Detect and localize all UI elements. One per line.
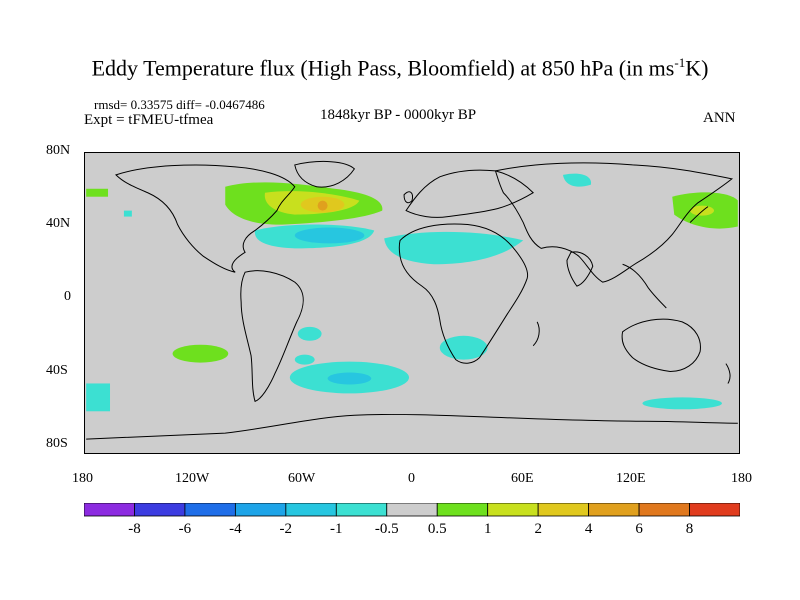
north-america-coast — [115, 164, 296, 273]
southeast-asia-coast — [622, 263, 667, 309]
colorbar-swatch — [335, 503, 388, 517]
colorbar-label: -4 — [229, 521, 242, 537]
coastlines — [86, 160, 738, 440]
anomaly-patches — [86, 173, 738, 412]
colorbar-swatch — [84, 503, 135, 517]
colorbar-label: 1 — [483, 521, 492, 537]
colorbar-label: 6 — [635, 521, 643, 537]
pacific-positive-core — [690, 205, 714, 216]
south-indian-negative-patch — [642, 397, 722, 410]
x-tick-label: 180 — [731, 471, 752, 486]
colorbar-label: 2 — [534, 521, 542, 537]
west-edge-positive-patch — [86, 188, 109, 197]
africa-coast — [398, 223, 529, 364]
rmsd-stats: rmsd= 0.33575 diff= -0.0467486 — [94, 97, 265, 112]
sahara-negative-patch — [384, 231, 524, 265]
x-tick-label: 120E — [616, 471, 646, 486]
colorbar — [84, 503, 740, 517]
south-pacific-small-negative — [297, 326, 322, 341]
season-label: ANN — [703, 110, 736, 126]
colorbar-swatch — [588, 503, 640, 517]
y-tick-label: 0 — [64, 289, 71, 304]
colorbar-swatch — [285, 503, 337, 517]
colorbar-label: -0.5 — [374, 521, 399, 537]
australia-coast — [621, 318, 701, 373]
colorbar-swatch — [386, 503, 438, 517]
colorbar-label: -6 — [178, 521, 192, 537]
india-coast — [566, 251, 594, 287]
south-america-coast — [240, 270, 304, 402]
x-tick-label: 120W — [175, 471, 210, 486]
europe-coast — [405, 169, 534, 218]
colorbar-swatch — [537, 503, 590, 517]
asia-negative-patch — [562, 173, 592, 187]
period-label: 1848kyr BP - 0000kyr BP — [320, 107, 477, 123]
x-tick-label: 180 — [72, 471, 93, 486]
southern-ocean-negative-core — [327, 372, 372, 385]
colorbar-label: 0.5 — [427, 521, 447, 537]
greenland-coast — [294, 160, 356, 188]
x-tick-label: 60E — [511, 471, 534, 486]
y-tick-label: 40S — [46, 363, 68, 378]
world-map — [84, 152, 740, 454]
x-tick-label: 0 — [408, 471, 415, 486]
north-atlantic-max — [317, 200, 328, 211]
colorbar-label: -2 — [279, 521, 293, 537]
west-edge-negative-patch — [123, 210, 132, 217]
new-zealand-coast — [725, 363, 731, 384]
colorbar-swatch — [436, 503, 489, 517]
chart-title: Eddy Temperature flux (High Pass, Bloomf… — [91, 55, 709, 81]
colorbar-swatch — [234, 503, 287, 517]
colorbar-swatch — [689, 503, 740, 517]
madagascar-coast — [532, 321, 540, 347]
colorbar-swatch — [134, 503, 186, 517]
antarctica-coast — [86, 413, 738, 440]
south-west-small-patch — [294, 354, 315, 365]
colorbar-label: 4 — [584, 521, 593, 537]
y-tick-label: 80N — [46, 143, 71, 158]
colorbar-label: -8 — [128, 521, 141, 537]
south-pacific-positive-patch — [172, 344, 229, 363]
colorbar-swatch — [487, 503, 539, 517]
colorbar-label: 8 — [685, 521, 694, 537]
asia-coast — [494, 162, 734, 283]
japan-coast — [689, 206, 709, 223]
experiment-label: Expt = tFMEU-tfmea — [84, 112, 214, 128]
uk-coast — [403, 191, 413, 204]
atlantic-negative-core — [294, 227, 365, 244]
x-tick-label: 60W — [288, 471, 316, 486]
colorbar-swatch — [184, 503, 236, 517]
y-tick-label: 80S — [46, 436, 68, 451]
colorbar-swatch — [638, 503, 690, 517]
colorbar-label: -1 — [330, 521, 343, 537]
y-tick-label: 40N — [46, 216, 71, 231]
south-west-negative-patch — [86, 383, 111, 412]
